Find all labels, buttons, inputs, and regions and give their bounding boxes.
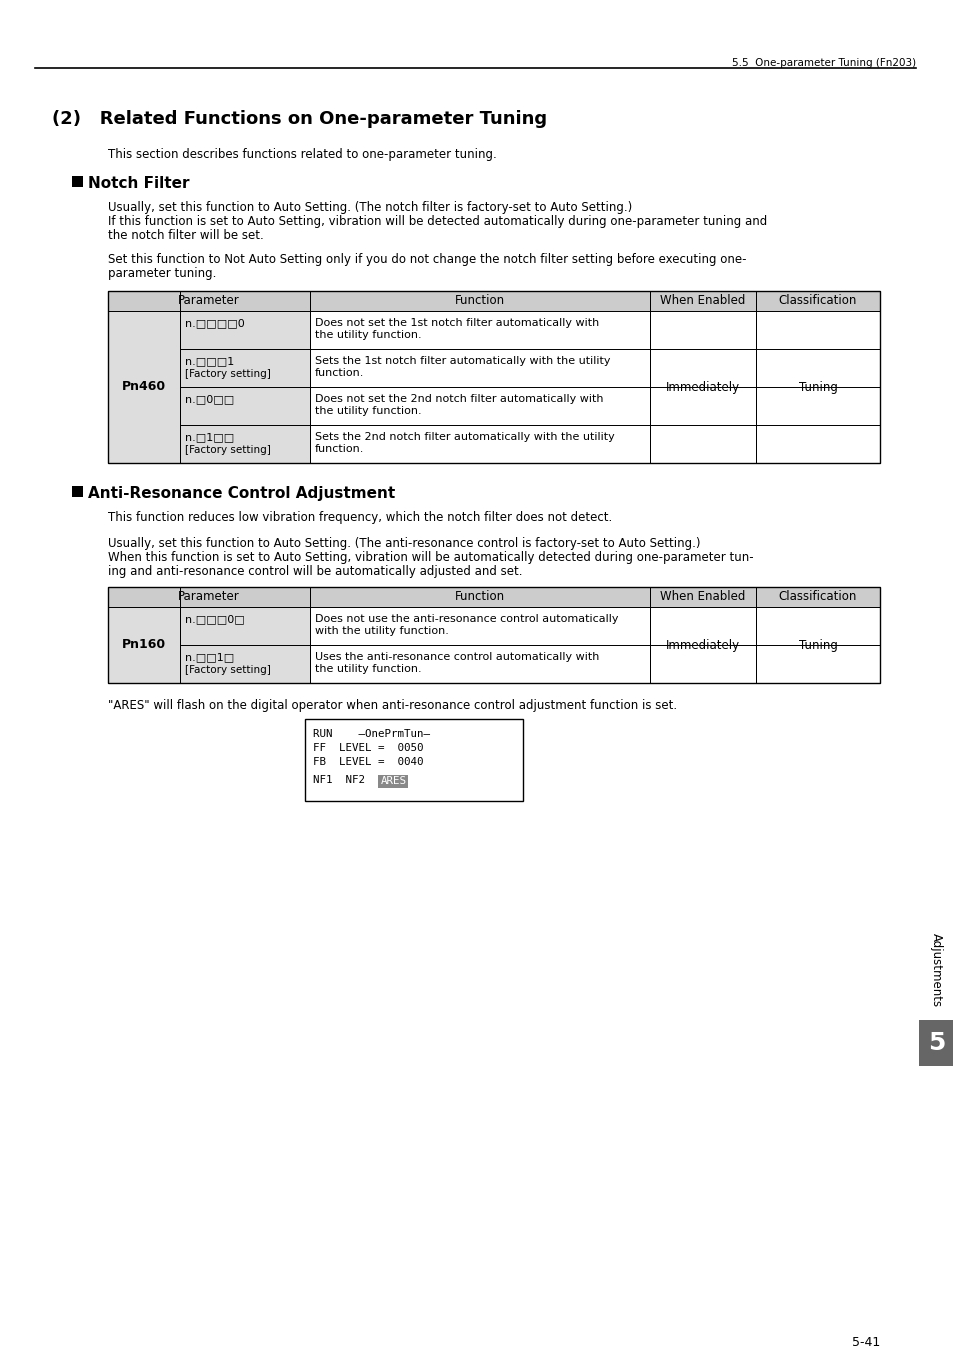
Text: Uses the anti-resonance control automatically with: Uses the anti-resonance control automati… xyxy=(314,652,598,662)
Text: When this function is set to Auto Setting, vibration will be automatically detec: When this function is set to Auto Settin… xyxy=(108,551,753,564)
Bar xyxy=(180,608,310,645)
Text: RUN    —OnePrmTun—: RUN —OnePrmTun— xyxy=(313,729,430,738)
Text: Usually, set this function to Auto Setting. (The notch filter is factory-set to : Usually, set this function to Auto Setti… xyxy=(108,201,632,215)
Text: n.□1□□: n.□1□□ xyxy=(185,432,234,441)
Text: n.□0□□: n.□0□□ xyxy=(185,394,234,404)
Bar xyxy=(310,387,649,425)
Bar xyxy=(108,587,879,683)
Bar xyxy=(649,387,755,425)
Text: Tuning: Tuning xyxy=(798,381,837,393)
Text: the utility function.: the utility function. xyxy=(314,329,421,340)
Text: ARES: ARES xyxy=(380,776,406,787)
Bar xyxy=(649,310,755,350)
Bar xyxy=(180,350,310,387)
Bar xyxy=(649,425,755,463)
Text: (2)   Related Functions on One-parameter Tuning: (2) Related Functions on One-parameter T… xyxy=(52,109,547,128)
Text: NF1  NF2: NF1 NF2 xyxy=(313,775,391,784)
Bar xyxy=(180,425,310,463)
Text: n.□□□0□: n.□□□0□ xyxy=(185,614,245,624)
Bar xyxy=(755,350,879,387)
Bar xyxy=(310,608,649,645)
Text: parameter tuning.: parameter tuning. xyxy=(108,267,216,279)
Bar xyxy=(108,292,879,311)
Text: the utility function.: the utility function. xyxy=(314,406,421,416)
Text: Does not set the 2nd notch filter automatically with: Does not set the 2nd notch filter automa… xyxy=(314,394,603,404)
Text: function.: function. xyxy=(314,444,364,454)
Bar xyxy=(71,486,83,497)
Bar xyxy=(310,310,649,350)
Text: Classification: Classification xyxy=(778,294,857,308)
Bar xyxy=(108,310,879,463)
Bar xyxy=(310,425,649,463)
Bar xyxy=(755,608,879,645)
Bar xyxy=(755,310,879,350)
Bar xyxy=(378,775,408,788)
Text: Does not set the 1st notch filter automatically with: Does not set the 1st notch filter automa… xyxy=(314,319,598,328)
Text: Immediately: Immediately xyxy=(665,381,740,393)
Bar xyxy=(755,645,879,683)
Bar xyxy=(649,608,755,645)
Text: Pn160: Pn160 xyxy=(122,639,166,652)
Text: function.: function. xyxy=(314,369,364,378)
Bar xyxy=(918,1021,953,1066)
Text: [Factory setting]: [Factory setting] xyxy=(185,666,271,675)
Text: [Factory setting]: [Factory setting] xyxy=(185,446,271,455)
Text: n.□□1□: n.□□1□ xyxy=(185,652,234,662)
Bar xyxy=(71,176,83,188)
Text: Parameter: Parameter xyxy=(178,294,239,308)
Bar xyxy=(305,720,522,801)
Bar xyxy=(755,425,879,463)
Text: 5: 5 xyxy=(927,1031,944,1054)
Text: Parameter: Parameter xyxy=(178,590,239,603)
Text: Sets the 2nd notch filter automatically with the utility: Sets the 2nd notch filter automatically … xyxy=(314,432,614,441)
Text: When Enabled: When Enabled xyxy=(659,294,745,308)
Text: 5-41: 5-41 xyxy=(851,1336,879,1349)
Text: This function reduces low vibration frequency, which the notch filter does not d: This function reduces low vibration freq… xyxy=(108,512,612,524)
Text: the utility function.: the utility function. xyxy=(314,664,421,674)
Bar xyxy=(310,350,649,387)
Text: Function: Function xyxy=(455,590,504,603)
Bar xyxy=(108,608,180,683)
Text: n.□□□1: n.□□□1 xyxy=(185,356,234,366)
Text: with the utility function.: with the utility function. xyxy=(314,626,449,636)
Bar xyxy=(108,292,879,463)
Bar xyxy=(108,587,879,608)
Text: If this function is set to Auto Setting, vibration will be detected automaticall: If this function is set to Auto Setting,… xyxy=(108,215,766,228)
Text: This section describes functions related to one-parameter tuning.: This section describes functions related… xyxy=(108,148,497,161)
Text: Pn460: Pn460 xyxy=(122,381,166,393)
Bar xyxy=(649,350,755,387)
Text: Immediately: Immediately xyxy=(665,639,740,652)
Text: Adjustments: Adjustments xyxy=(929,933,942,1007)
Text: Tuning: Tuning xyxy=(798,639,837,652)
Text: Anti-Resonance Control Adjustment: Anti-Resonance Control Adjustment xyxy=(88,486,395,501)
Bar xyxy=(310,645,649,683)
Text: [Factory setting]: [Factory setting] xyxy=(185,369,271,379)
Text: FB  LEVEL =  0040: FB LEVEL = 0040 xyxy=(313,757,423,767)
Text: Sets the 1st notch filter automatically with the utility: Sets the 1st notch filter automatically … xyxy=(314,356,610,366)
Bar xyxy=(180,645,310,683)
Text: 5.5  One-parameter Tuning (Fn203): 5.5 One-parameter Tuning (Fn203) xyxy=(731,58,915,68)
Text: n.□□□□0: n.□□□□0 xyxy=(185,319,245,328)
Text: FF  LEVEL =  0050: FF LEVEL = 0050 xyxy=(313,743,423,753)
Bar xyxy=(180,310,310,350)
Text: Usually, set this function to Auto Setting. (The anti-resonance control is facto: Usually, set this function to Auto Setti… xyxy=(108,537,700,549)
Text: Set this function to Not Auto Setting only if you do not change the notch filter: Set this function to Not Auto Setting on… xyxy=(108,252,745,266)
Bar xyxy=(108,608,879,683)
Text: When Enabled: When Enabled xyxy=(659,590,745,603)
Bar xyxy=(108,310,180,463)
Text: Notch Filter: Notch Filter xyxy=(88,176,190,190)
Text: Does not use the anti-resonance control automatically: Does not use the anti-resonance control … xyxy=(314,614,618,624)
Text: Classification: Classification xyxy=(778,590,857,603)
Bar xyxy=(649,645,755,683)
Text: ing and anti-resonance control will be automatically adjusted and set.: ing and anti-resonance control will be a… xyxy=(108,566,522,578)
Bar xyxy=(755,387,879,425)
Text: "ARES" will flash on the digital operator when anti-resonance control adjustment: "ARES" will flash on the digital operato… xyxy=(108,699,677,711)
Text: Function: Function xyxy=(455,294,504,308)
Text: the notch filter will be set.: the notch filter will be set. xyxy=(108,230,263,242)
Bar xyxy=(180,387,310,425)
